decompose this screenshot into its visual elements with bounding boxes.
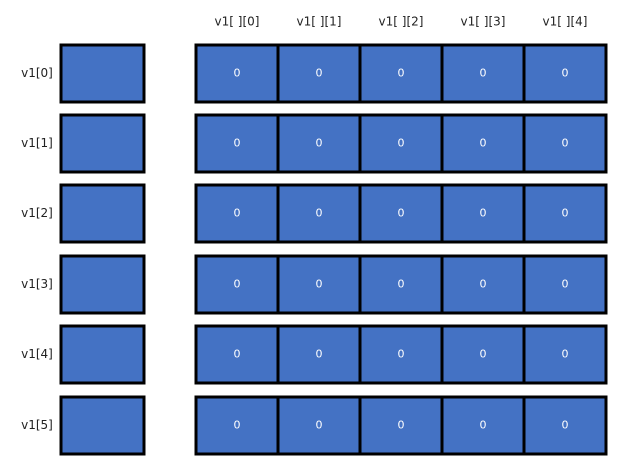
cell-value: 0 (480, 67, 487, 80)
column-label: v1[ ][2] (379, 15, 424, 29)
cell-value: 0 (480, 348, 487, 361)
cell-value: 0 (398, 207, 405, 220)
cell-value: 0 (316, 278, 323, 291)
cell-value: 0 (562, 348, 569, 361)
column-label: v1[ ][0] (215, 15, 260, 29)
cell-box (276, 43, 362, 104)
cell-value: 0 (398, 419, 405, 432)
cell-value: 0 (316, 137, 323, 150)
cell-value: 0 (562, 278, 569, 291)
column-label: v1[ ][1] (297, 15, 342, 29)
column-label: v1[ ][4] (543, 15, 588, 29)
pointer-box (59, 324, 146, 385)
cell-value: 0 (234, 207, 241, 220)
cell-value: 0 (234, 67, 241, 80)
cell-value: 0 (562, 67, 569, 80)
cell-value: 0 (480, 419, 487, 432)
pointer-box (59, 183, 146, 244)
cell-box (440, 395, 526, 456)
cell-value: 0 (398, 348, 405, 361)
cell-value: 0 (398, 137, 405, 150)
cell-value: 0 (562, 207, 569, 220)
cell-value: 0 (316, 67, 323, 80)
cell-box (276, 113, 362, 174)
row-label: v1[3] (21, 277, 53, 291)
cell-value: 0 (480, 137, 487, 150)
cell-value: 0 (234, 348, 241, 361)
cell-value: 0 (398, 278, 405, 291)
row-label: v1[0] (21, 66, 53, 80)
cell-value: 0 (562, 137, 569, 150)
cell-box (358, 43, 444, 104)
cell-box (440, 254, 526, 315)
cell-value: 0 (398, 67, 405, 80)
pointer-box (59, 254, 146, 315)
cell-box (440, 113, 526, 174)
pointer-box (59, 113, 146, 174)
row-label: v1[4] (21, 347, 53, 361)
cell-box (276, 324, 362, 385)
cell-box (522, 324, 608, 385)
cell-box (358, 395, 444, 456)
cell-box (522, 254, 608, 315)
pointer-box (59, 43, 146, 104)
row-label: v1[1] (21, 136, 53, 150)
cell-value: 0 (234, 419, 241, 432)
cell-box (358, 113, 444, 174)
cell-box (522, 183, 608, 244)
cell-value: 0 (562, 419, 569, 432)
cell-value: 0 (316, 348, 323, 361)
row-label: v1[5] (21, 418, 53, 432)
cell-box (276, 183, 362, 244)
cell-value: 0 (234, 278, 241, 291)
cell-box (194, 254, 280, 315)
column-label: v1[ ][3] (461, 15, 506, 29)
cell-box (358, 183, 444, 244)
row-label: v1[2] (21, 206, 53, 220)
cell-value: 0 (316, 207, 323, 220)
cell-box (194, 324, 280, 385)
cell-box (522, 113, 608, 174)
cell-value: 0 (480, 207, 487, 220)
cell-value: 0 (234, 137, 241, 150)
cell-value: 0 (480, 278, 487, 291)
pointer-box (59, 395, 146, 456)
cell-box (522, 43, 608, 104)
cell-box (194, 43, 280, 104)
cell-value: 0 (316, 419, 323, 432)
cell-box (440, 183, 526, 244)
cell-box (276, 395, 362, 456)
cell-box (358, 324, 444, 385)
cell-box (276, 254, 362, 315)
cell-box (522, 395, 608, 456)
